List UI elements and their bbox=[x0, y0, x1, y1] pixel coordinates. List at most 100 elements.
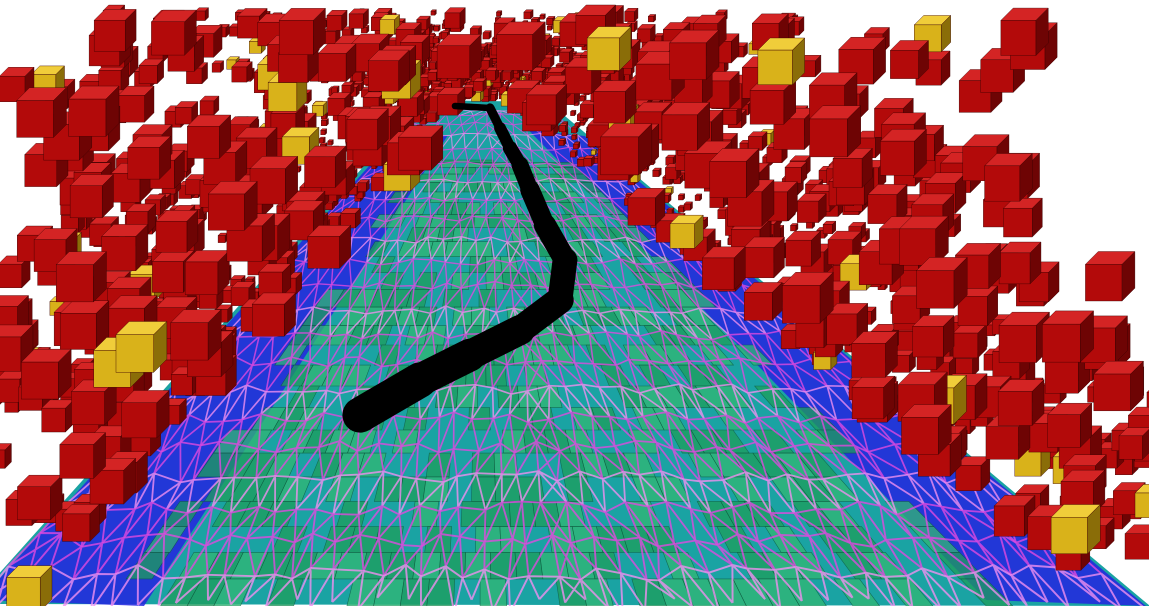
voxel-block-icon bbox=[1118, 427, 1149, 460]
voxel-block-icon bbox=[1003, 197, 1043, 238]
voxel-block-icon bbox=[61, 503, 101, 542]
voxel-block-icon bbox=[822, 220, 837, 235]
voxel-block-icon bbox=[784, 161, 808, 184]
voxel-block-icon bbox=[357, 179, 370, 193]
voxel-block-icon bbox=[569, 149, 578, 158]
occupied-voxels bbox=[0, 4, 1149, 606]
floor-tile bbox=[213, 578, 253, 606]
voxel-block-icon bbox=[572, 141, 581, 150]
voxel-block-icon bbox=[211, 60, 225, 73]
voxel-block-icon bbox=[600, 123, 653, 176]
voxel-block-icon bbox=[1093, 360, 1144, 412]
floor-tile bbox=[734, 344, 775, 366]
voxel-block-icon bbox=[677, 193, 686, 201]
voxel-block-icon bbox=[428, 60, 439, 70]
voxel-block-icon bbox=[331, 85, 340, 94]
voxel-block-icon bbox=[851, 331, 898, 378]
voxel-block-icon bbox=[661, 102, 711, 151]
voxel-block-icon bbox=[539, 13, 546, 20]
voxel-block-icon bbox=[879, 128, 927, 176]
voxel-block-icon bbox=[701, 246, 746, 291]
voxel-block-icon bbox=[170, 309, 222, 361]
voxel-block-icon bbox=[115, 320, 168, 373]
voxel-block-icon bbox=[789, 222, 799, 232]
voxel-block-icon bbox=[16, 87, 67, 138]
voxel-block-icon bbox=[340, 207, 361, 229]
voxel-block-icon bbox=[558, 122, 569, 133]
floor-tile bbox=[399, 578, 430, 606]
voxel-block-icon bbox=[304, 145, 347, 188]
voxel-block-icon bbox=[669, 214, 704, 249]
voxel-block-icon bbox=[743, 281, 783, 321]
voxel-block-icon bbox=[496, 21, 546, 71]
voxel-block-icon bbox=[16, 474, 63, 521]
voxel-block-icon bbox=[0, 443, 12, 469]
floor-tile bbox=[398, 476, 427, 502]
floor-tile bbox=[423, 325, 447, 346]
voxel-block-icon bbox=[570, 109, 577, 117]
voxel-block-icon bbox=[590, 148, 598, 156]
voxel-block-icon bbox=[743, 236, 785, 279]
voxel-block-icon bbox=[997, 379, 1045, 426]
voxel-block-icon bbox=[320, 128, 328, 136]
voxel-block-icon bbox=[901, 404, 952, 455]
voxel-block-icon bbox=[348, 8, 370, 29]
voxel-block-icon bbox=[952, 323, 988, 359]
voxel-block-icon bbox=[523, 9, 534, 20]
floor-tile bbox=[489, 552, 518, 580]
floor-tile bbox=[346, 578, 380, 606]
voxel-block-icon bbox=[430, 9, 437, 16]
voxel-block-icon bbox=[127, 135, 172, 180]
voxel-block-icon bbox=[341, 81, 355, 95]
voxel-block-icon bbox=[59, 432, 107, 479]
voxel-block-icon bbox=[138, 58, 165, 85]
voxel-block-icon bbox=[501, 68, 515, 81]
voxel-block-icon bbox=[93, 8, 137, 52]
voxel-block-icon bbox=[444, 7, 466, 29]
voxel-block-icon bbox=[781, 271, 834, 324]
voxel-block-icon bbox=[311, 100, 328, 117]
voxel-block-icon bbox=[68, 85, 120, 137]
voxel-block-icon bbox=[586, 26, 632, 71]
voxel-block-icon bbox=[59, 300, 110, 350]
voxel-block-icon bbox=[41, 399, 75, 433]
voxel-block-icon bbox=[199, 95, 220, 116]
floor-tile bbox=[487, 214, 504, 228]
floor-tile bbox=[884, 578, 934, 606]
mesh-strip bbox=[7, 531, 1102, 581]
voxel-block-icon bbox=[1000, 7, 1049, 56]
voxel-block-icon bbox=[1041, 310, 1095, 363]
voxel-block-icon bbox=[709, 147, 760, 199]
voxel-block-icon bbox=[796, 193, 827, 224]
voxel-block-icon bbox=[809, 105, 862, 158]
voxel-block-icon bbox=[1124, 524, 1149, 560]
voxel-block-icon bbox=[558, 48, 574, 63]
voxel-block-icon bbox=[195, 7, 209, 22]
voxel-block-icon bbox=[469, 25, 483, 38]
voxel-block-icon bbox=[317, 43, 357, 82]
voxel-block-icon bbox=[652, 167, 662, 178]
voxel-block-icon bbox=[757, 37, 806, 86]
voxel-block-icon bbox=[785, 230, 822, 267]
voxel-block-icon bbox=[20, 348, 72, 400]
voxel-block-icon bbox=[307, 224, 352, 269]
voxel-block-icon bbox=[186, 114, 232, 159]
floor-tile bbox=[563, 476, 594, 502]
floor-tile bbox=[782, 578, 827, 606]
voxel-block-icon bbox=[637, 23, 656, 43]
voxel-block-icon bbox=[1050, 504, 1101, 555]
voxel-block-icon bbox=[117, 85, 155, 123]
voxel-block-icon bbox=[326, 9, 348, 31]
voxel-block-icon bbox=[55, 251, 107, 303]
voxel-block-icon bbox=[433, 24, 441, 32]
voxel-block-icon bbox=[155, 209, 199, 253]
voxel-block-icon bbox=[593, 80, 637, 124]
voxel-block-icon bbox=[397, 125, 444, 171]
voxel-block-icon bbox=[207, 180, 258, 231]
voxel-block-icon bbox=[749, 78, 797, 125]
voxel-block-icon bbox=[6, 565, 53, 606]
voxel-block-icon bbox=[683, 201, 693, 211]
voxel-block-icon bbox=[462, 84, 477, 98]
floor-tile bbox=[125, 552, 170, 580]
